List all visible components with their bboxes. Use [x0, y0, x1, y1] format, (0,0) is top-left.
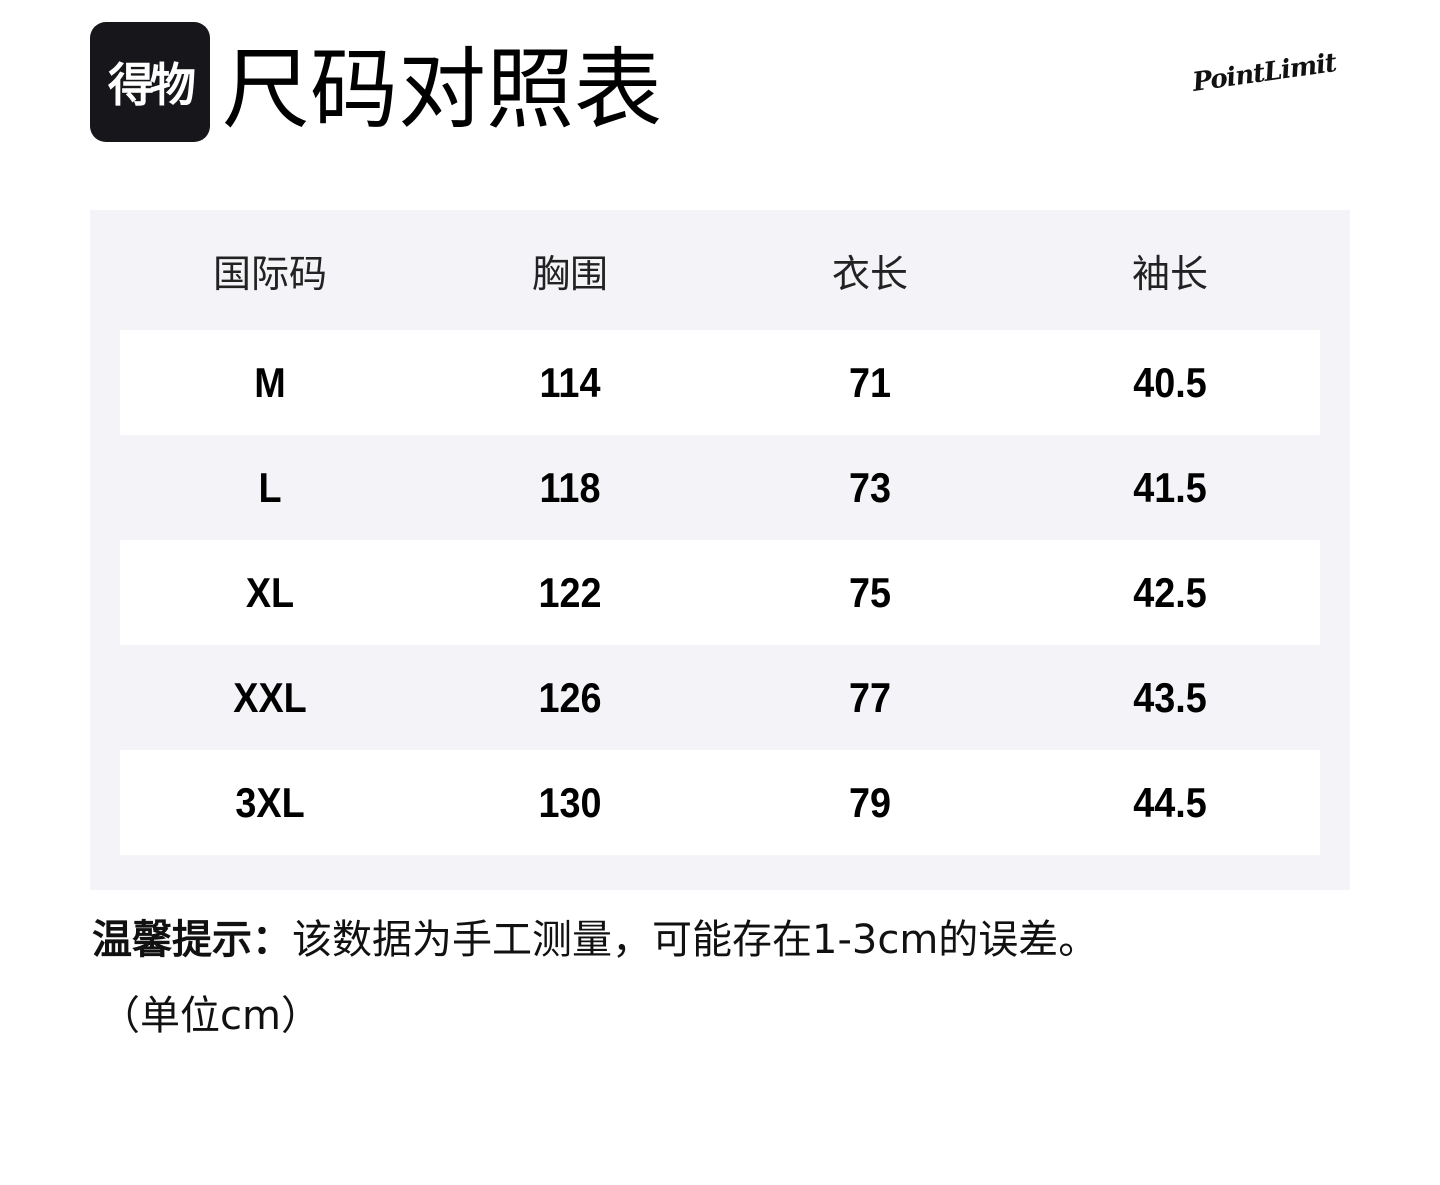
table-cell: 73: [848, 463, 892, 511]
header-sleeve: 袖长: [1131, 251, 1208, 296]
table-cell: 122: [538, 568, 602, 616]
unit-note: （单位cm）: [100, 993, 321, 1039]
table-cell: 42.5: [1133, 568, 1207, 616]
table-cell: 130: [538, 778, 602, 826]
dewu-logo: 得物: [90, 22, 210, 142]
table-header: 国际码 胸围 衣长 袖长: [120, 210, 1320, 330]
table-cell: 71: [848, 358, 892, 406]
table-cell: 75: [848, 568, 892, 616]
page-title: 尺码对照表: [222, 38, 663, 141]
table-cell: 126: [538, 673, 602, 721]
table-cell: L: [258, 463, 282, 511]
table-row: M 114 71 40.5: [120, 330, 1320, 435]
table-row: XL 122 75 42.5: [120, 540, 1320, 645]
size-table: 国际码 胸围 衣长 袖长 M 114 71 40.5 L 118 73 41.5 XL 122 75…: [90, 210, 1350, 890]
table-cell: 43.5: [1133, 673, 1207, 721]
table-cell: 118: [539, 463, 601, 511]
logo-text: 得物: [108, 58, 196, 112]
table-cell: 79: [848, 778, 892, 826]
table-cell: 41.5: [1133, 463, 1207, 511]
table-row: 3XL 130 79 44.5: [120, 750, 1320, 855]
table-cell: 77: [848, 673, 892, 721]
table-cell: 40.5: [1133, 358, 1207, 406]
header-size: 国际码: [212, 251, 327, 296]
table-row: L 118 73 41.5: [120, 435, 1320, 540]
header-chest: 胸围: [531, 251, 608, 296]
header-length: 衣长: [831, 251, 908, 296]
table-cell: M: [254, 358, 286, 406]
table-cell: XXL: [233, 673, 307, 721]
table-cell: 3XL: [235, 778, 305, 826]
note-text: 该数据为手工测量，可能存在1-3cm的误差。: [292, 917, 1099, 963]
table-cell: 44.5: [1133, 778, 1207, 826]
table-row: XXL 126 77 43.5: [120, 645, 1320, 750]
table-cell: 114: [539, 358, 601, 406]
table-cell: XL: [245, 568, 295, 616]
note: 温馨提示：该数据为手工测量，可能存在1-3cm的误差。: [92, 912, 1098, 968]
note-label: 温馨提示：: [92, 917, 292, 963]
brand-logo: PointLimit: [1190, 48, 1338, 98]
